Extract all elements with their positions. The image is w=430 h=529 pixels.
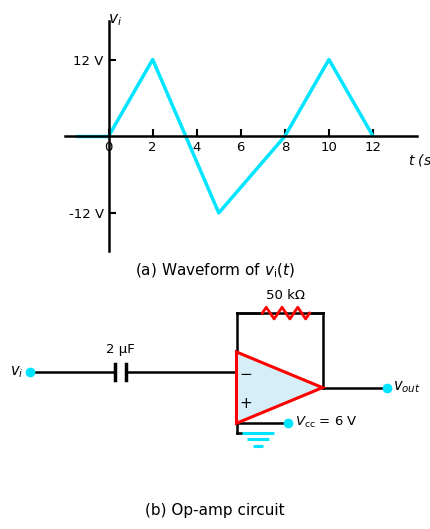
Text: $+$: $+$ xyxy=(240,396,252,411)
Text: $v_\mathregular{out}$: $v_\mathregular{out}$ xyxy=(393,380,421,396)
Text: 50 kΩ: 50 kΩ xyxy=(267,289,305,302)
Text: (a) Waveform of $v_\mathregular{i}(t)$: (a) Waveform of $v_\mathregular{i}(t)$ xyxy=(135,261,295,280)
Text: $v_\mathregular{i}$: $v_\mathregular{i}$ xyxy=(108,12,122,28)
Text: 2 μF: 2 μF xyxy=(106,343,135,356)
Text: $v_\mathregular{i}$: $v_\mathregular{i}$ xyxy=(10,364,24,380)
Polygon shape xyxy=(237,352,322,423)
Text: $-$: $-$ xyxy=(240,364,252,380)
Text: (b) Op-amp circuit: (b) Op-amp circuit xyxy=(145,503,285,518)
Text: $V_\mathregular{cc}$ = 6 V: $V_\mathregular{cc}$ = 6 V xyxy=(295,415,357,430)
Text: $t$ (s): $t$ (s) xyxy=(408,152,430,168)
